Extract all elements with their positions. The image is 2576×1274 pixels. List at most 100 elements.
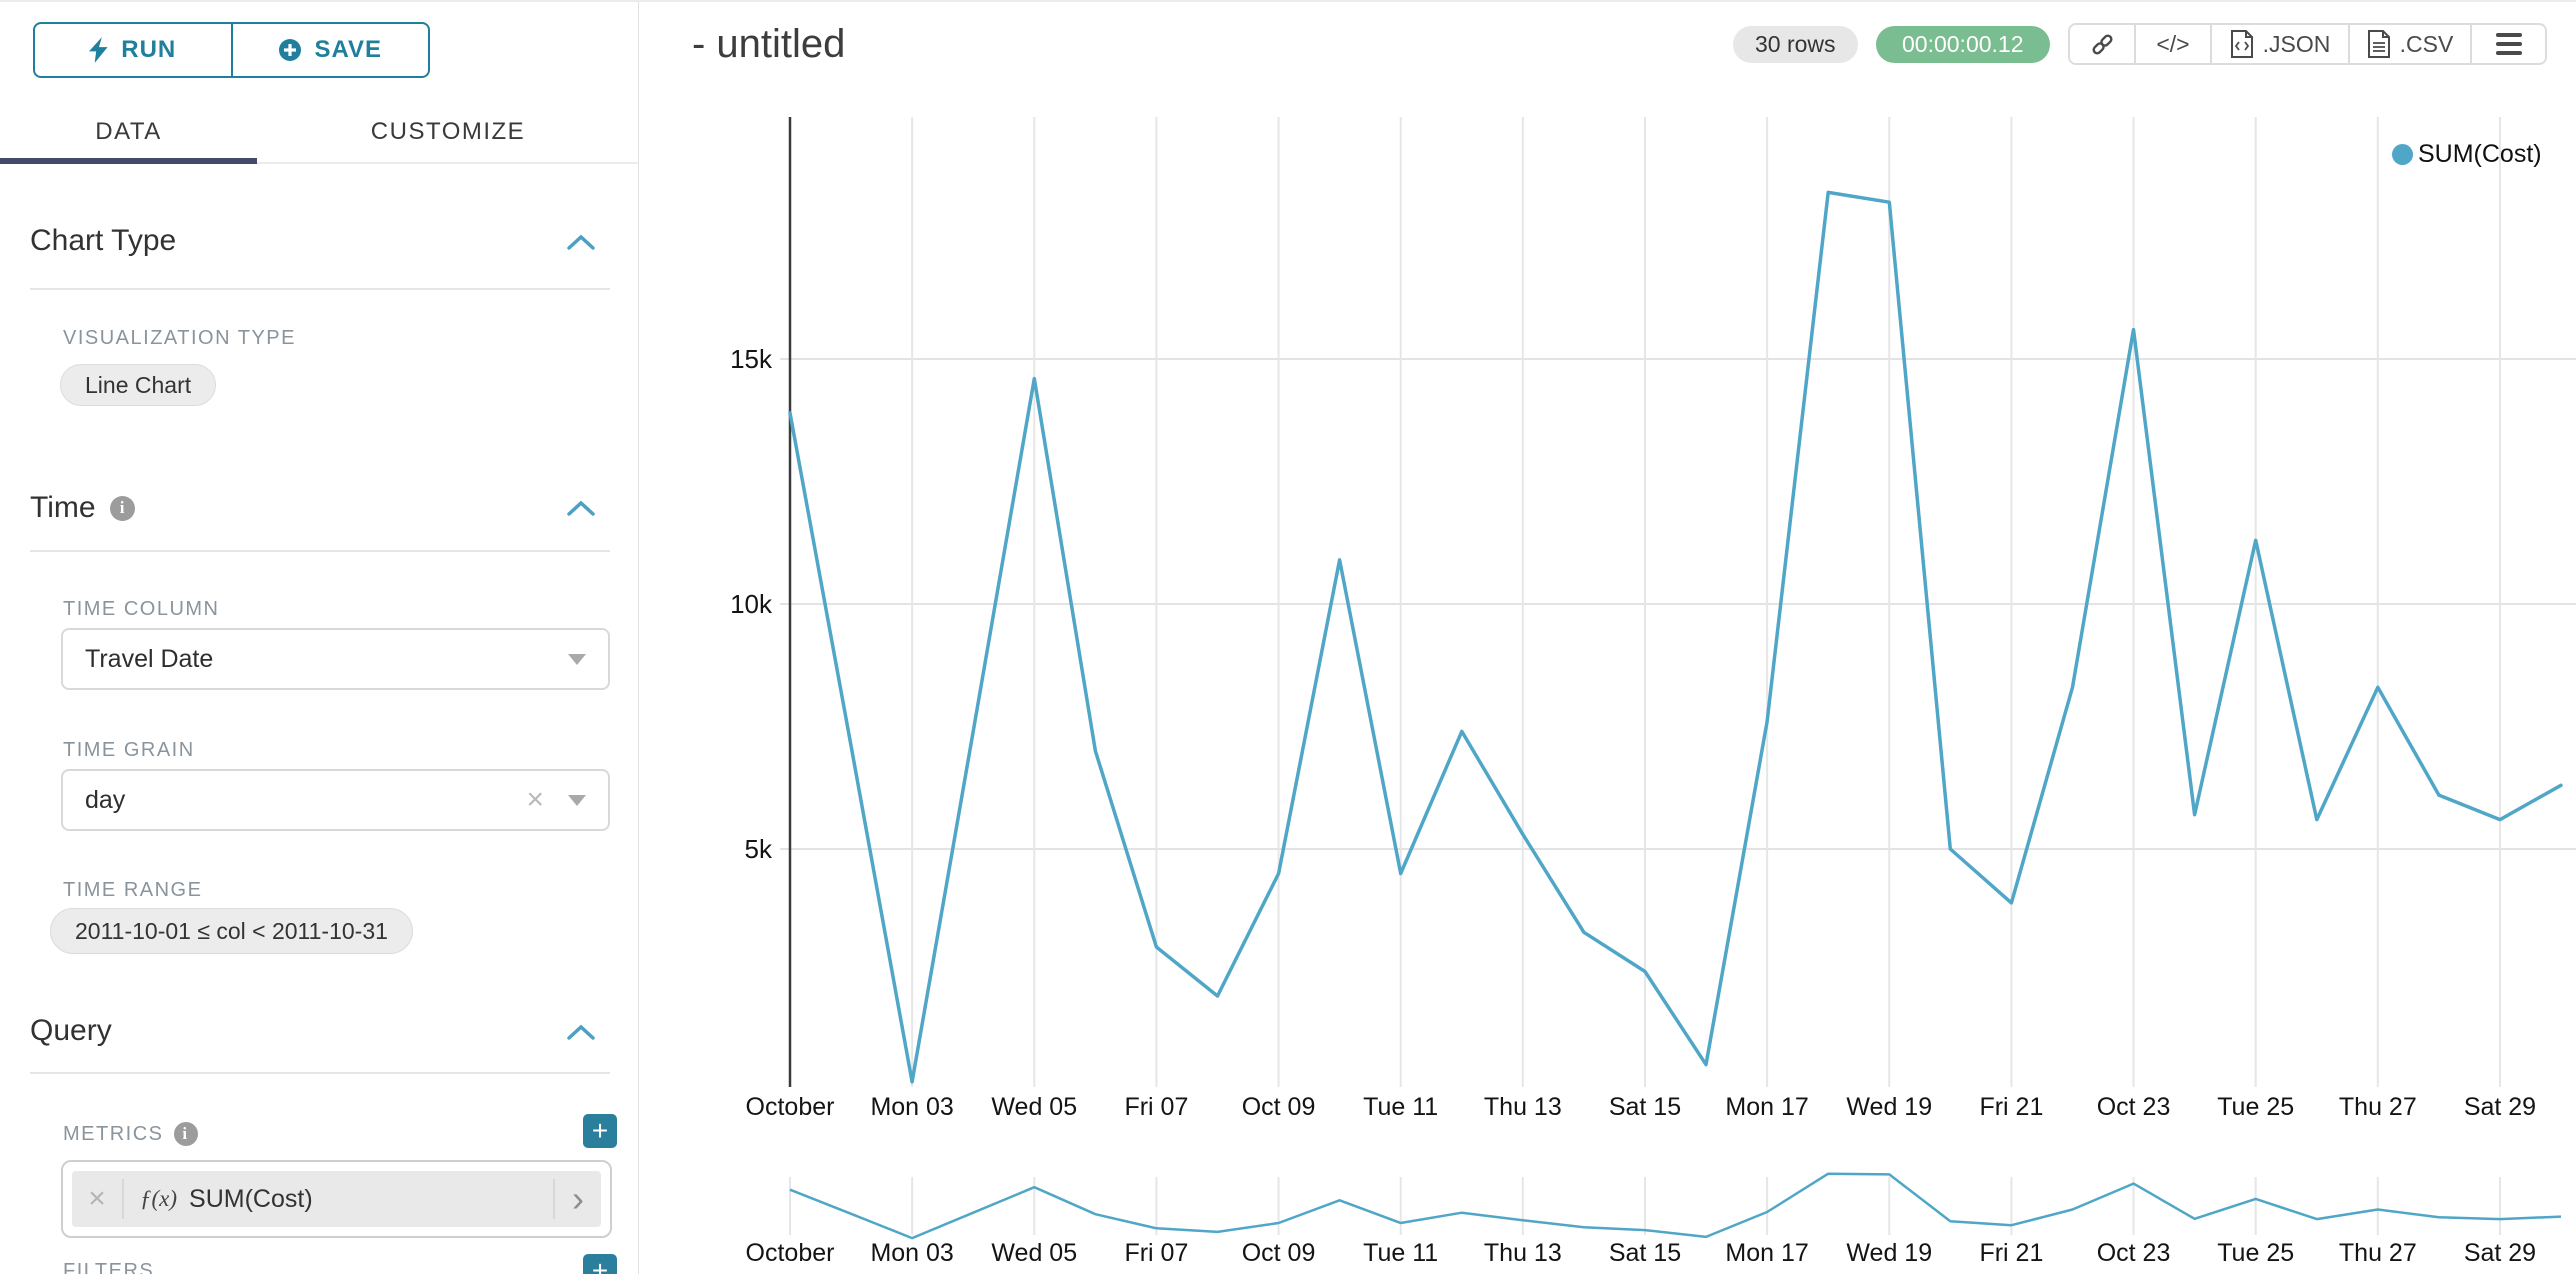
metrics-control: × ƒ(x) SUM(Cost) › <box>61 1160 612 1238</box>
time-grain-value: day <box>85 785 126 814</box>
collapse-chevron-up-icon[interactable] <box>566 234 596 251</box>
svg-text:Wed 05: Wed 05 <box>991 1239 1077 1267</box>
svg-text:Sat 15: Sat 15 <box>1609 1093 1681 1121</box>
chart-title[interactable]: - untitled <box>692 22 846 66</box>
svg-text:Thu 13: Thu 13 <box>1484 1093 1562 1121</box>
svg-text:Fri 21: Fri 21 <box>1979 1239 2043 1267</box>
legend-series-label: SUM(Cost) <box>2418 140 2542 168</box>
row-count-badge: 30 rows <box>1733 26 1858 63</box>
section-time-text: Time <box>30 491 96 524</box>
svg-text:October: October <box>746 1093 835 1121</box>
time-column-label: TIME COLUMN <box>63 598 220 620</box>
svg-text:Mon 03: Mon 03 <box>870 1239 953 1267</box>
info-icon: i <box>109 495 135 521</box>
export-json-button[interactable]: .JSON <box>2210 25 2348 63</box>
main-line-chart: 5k 10k 15k October Mon 03 Wed 05 Fri 07 Oct 09 T… <box>730 117 2576 1121</box>
svg-text:Oct 23: Oct 23 <box>2097 1239 2171 1267</box>
link-icon <box>2091 33 2113 55</box>
export-csv-button[interactable]: .CSV <box>2348 25 2470 63</box>
svg-text:Sat 15: Sat 15 <box>1609 1239 1681 1267</box>
time-range-value: 2011-10-01 ≤ col < 2011-10-31 <box>75 917 388 944</box>
svg-text:Tue 11: Tue 11 <box>1363 1093 1438 1121</box>
hamburger-menu-icon <box>2495 33 2522 55</box>
tab-customize[interactable]: CUSTOMIZE <box>257 102 639 162</box>
csv-file-icon <box>2367 30 2390 58</box>
legend-series-dot <box>2392 144 2413 165</box>
tab-customize-label: CUSTOMIZE <box>370 118 526 145</box>
chart-canvas: 5k 10k 15k October Mon 03 Wed 05 Fri 07 Oct 09 T… <box>730 117 2576 1267</box>
svg-text:October: October <box>746 1239 835 1267</box>
export-toolbar: </> .JSON .CSV <box>2068 23 2547 65</box>
svg-text:Thu 27: Thu 27 <box>2339 1239 2417 1267</box>
section-divider <box>30 550 610 552</box>
metric-chip[interactable]: × ƒ(x) SUM(Cost) › <box>72 1171 601 1227</box>
section-divider <box>30 1072 610 1074</box>
section-chart-type-title: Chart Type <box>30 224 177 257</box>
svg-text:Fri 07: Fri 07 <box>1124 1093 1188 1121</box>
add-metric-button[interactable]: + <box>583 1114 617 1148</box>
export-json-label: .JSON <box>2262 30 2331 57</box>
svg-text:Sat 29: Sat 29 <box>2464 1239 2536 1267</box>
time-grain-label: TIME GRAIN <box>63 739 195 761</box>
time-column-value: Travel Date <box>85 644 214 673</box>
svg-text:Fri 07: Fri 07 <box>1124 1239 1188 1267</box>
svg-text:Thu 13: Thu 13 <box>1484 1239 1562 1267</box>
clear-icon[interactable]: × <box>526 783 544 816</box>
svg-text:Tue 25: Tue 25 <box>2217 1239 2294 1267</box>
json-file-icon <box>2230 30 2253 58</box>
time-range-pill[interactable]: 2011-10-01 ≤ col < 2011-10-31 <box>50 908 413 954</box>
lightning-bolt-icon <box>89 37 108 63</box>
svg-text:15k: 15k <box>730 344 773 374</box>
chevron-right-icon[interactable]: › <box>572 1178 584 1219</box>
chip-divider <box>553 1179 555 1219</box>
caret-down-icon <box>568 653 586 665</box>
export-csv-label: .CSV <box>2399 30 2454 57</box>
svg-text:Mon 17: Mon 17 <box>1725 1093 1808 1121</box>
preview-line-chart[interactable]: October Mon 03 Wed 05 Fri 07 Oct 09 Tue 11 Thu… <box>746 1172 2562 1267</box>
viz-type-pill[interactable]: Line Chart <box>60 364 217 406</box>
tab-data[interactable]: DATA <box>0 102 257 164</box>
chart-legend[interactable]: SUM(Cost) <box>2392 140 2542 169</box>
collapse-chevron-up-icon[interactable] <box>566 500 596 517</box>
svg-text:Wed 05: Wed 05 <box>991 1093 1077 1121</box>
run-button[interactable]: RUN <box>35 24 231 76</box>
tab-data-label: DATA <box>95 118 162 145</box>
plus-circle-icon <box>279 39 302 61</box>
function-fx-icon: ƒ(x) <box>140 1186 178 1211</box>
sidebar-tabs: DATA CUSTOMIZE <box>0 102 639 164</box>
time-range-label: TIME RANGE <box>63 879 203 901</box>
query-timer-badge: 00:00:00.12 <box>1876 26 2050 63</box>
save-button[interactable]: SAVE <box>230 24 429 76</box>
viz-type-value: Line Chart <box>85 371 192 398</box>
code-icon: </> <box>2156 30 2190 57</box>
svg-text:Fri 21: Fri 21 <box>1979 1093 2043 1121</box>
svg-text:Oct 23: Oct 23 <box>2097 1093 2171 1121</box>
svg-text:5k: 5k <box>745 834 773 864</box>
info-icon: i <box>173 1122 198 1146</box>
svg-text:Tue 11: Tue 11 <box>1363 1239 1438 1267</box>
svg-text:Tue 25: Tue 25 <box>2217 1093 2294 1121</box>
metric-value: SUM(Cost) <box>189 1184 313 1213</box>
more-options-button[interactable] <box>2470 25 2545 63</box>
view-query-button[interactable]: </> <box>2134 25 2210 63</box>
add-filter-button[interactable]: + <box>583 1254 617 1274</box>
svg-text:Wed 19: Wed 19 <box>1846 1093 1932 1121</box>
svg-text:Oct 09: Oct 09 <box>1242 1093 1316 1121</box>
svg-text:Oct 09: Oct 09 <box>1242 1239 1316 1267</box>
caret-down-icon <box>568 794 586 806</box>
control-panel-sidebar: RUN SAVE DATA CUSTOMIZE Chart Type VISUA… <box>0 2 639 1274</box>
svg-text:Thu 27: Thu 27 <box>2339 1093 2417 1121</box>
filters-label: FILTERS <box>63 1260 155 1274</box>
time-column-select[interactable]: Travel Date <box>61 628 610 690</box>
remove-metric-icon[interactable]: × <box>88 1182 106 1215</box>
run-button-label: RUN <box>121 36 177 63</box>
metrics-label-text: METRICS <box>63 1122 164 1145</box>
collapse-chevron-up-icon[interactable] <box>566 1024 596 1041</box>
time-grain-select[interactable]: day × <box>61 769 610 831</box>
svg-text:Sat 29: Sat 29 <box>2464 1093 2536 1121</box>
svg-text:Mon 03: Mon 03 <box>870 1093 953 1121</box>
share-link-button[interactable] <box>2070 25 2134 63</box>
viz-type-label: VISUALIZATION TYPE <box>63 327 296 349</box>
metrics-label: METRICS i <box>63 1122 198 1146</box>
